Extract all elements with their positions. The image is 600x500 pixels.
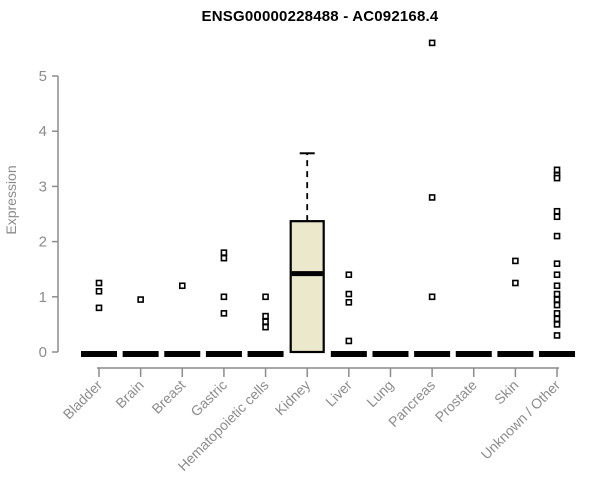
median-line [247, 351, 284, 357]
outlier-point [553, 310, 561, 317]
outlier-point [428, 39, 436, 47]
y-tick-label: 1 [39, 289, 47, 306]
median-line [539, 351, 576, 357]
median-line [205, 351, 242, 357]
outlier-point [345, 290, 353, 298]
x-tick-label-kidney: Kidney [272, 377, 314, 419]
median-line [164, 351, 201, 357]
y-tick-label: 0 [39, 344, 47, 361]
outlier-point [553, 260, 561, 267]
box-pancreas [414, 39, 451, 357]
outlier-point [137, 296, 144, 303]
median-line [414, 351, 451, 357]
x-tick-label-breast: Breast [148, 377, 188, 417]
box-hematopoietic-cells [247, 293, 284, 357]
y-tick-label: 3 [39, 178, 47, 195]
box-prostate [455, 351, 492, 357]
outlier-point [178, 282, 186, 290]
median-line [122, 351, 159, 357]
median-line [330, 351, 367, 357]
outlier-point [553, 296, 561, 303]
outlier-point [95, 304, 103, 312]
y-axis-title: Expression [3, 165, 19, 234]
box-gastric [205, 249, 242, 357]
outlier-point [220, 310, 228, 317]
outlier-point [553, 232, 561, 240]
outlier-point [95, 279, 103, 287]
outlier-point [428, 293, 436, 301]
outlier-point [512, 279, 519, 287]
outlier-point [553, 315, 561, 323]
outlier-point [512, 257, 519, 265]
box-bladder [81, 279, 117, 357]
outlier-point [553, 290, 561, 298]
outlier-point [220, 254, 228, 262]
y-axis: 0 1 2 3 4 5 Expression [3, 68, 59, 361]
median-line [372, 351, 409, 357]
outlier-point [553, 166, 561, 174]
outlier-point [262, 293, 269, 301]
outlier-point [553, 301, 561, 309]
outlier-point [345, 337, 353, 345]
y-tick-label: 4 [39, 123, 47, 140]
median-line [291, 271, 323, 277]
median-line [81, 351, 117, 357]
outlier-point [345, 299, 353, 306]
outlier-point [553, 207, 561, 215]
x-tick-label-prostate: Prostate [432, 377, 480, 425]
outlier-point [220, 249, 228, 256]
outlier-point [553, 271, 561, 279]
box-brain [122, 296, 159, 357]
median-line [455, 351, 492, 357]
chart-title: ENSG00000228488 - AC092168.4 [201, 8, 439, 25]
outlier-point [428, 194, 436, 201]
x-tick-label-unknown-other: Unknown / Other [478, 377, 564, 463]
box-breast [164, 282, 201, 357]
x-tick-label-lung: Lung [363, 377, 396, 410]
x-tick-label-bladder: Bladder [60, 377, 106, 423]
outlier-point [262, 323, 269, 331]
box-lung [372, 351, 409, 357]
box-liver [330, 271, 367, 357]
box-rect [289, 220, 325, 354]
outlier-point [262, 312, 269, 320]
outlier-point [553, 213, 561, 221]
outlier-point [95, 287, 103, 295]
box-kidney [289, 152, 325, 354]
outlier-point [553, 321, 561, 328]
y-tick-label: 5 [39, 68, 47, 85]
outlier-point [553, 282, 561, 290]
box-unknown-other [539, 166, 576, 357]
outlier-point [553, 332, 561, 339]
outlier-point [553, 174, 561, 182]
median-line [497, 351, 534, 357]
x-tick-label-liver: Liver [322, 377, 355, 410]
y-tick-label: 2 [39, 234, 47, 251]
outlier-point [262, 318, 269, 325]
x-tick-label-brain: Brain [112, 377, 146, 411]
outlier-point [345, 271, 353, 279]
outlier-point [220, 293, 228, 301]
box-skin [497, 257, 534, 357]
x-tick-label-skin: Skin [491, 377, 522, 408]
